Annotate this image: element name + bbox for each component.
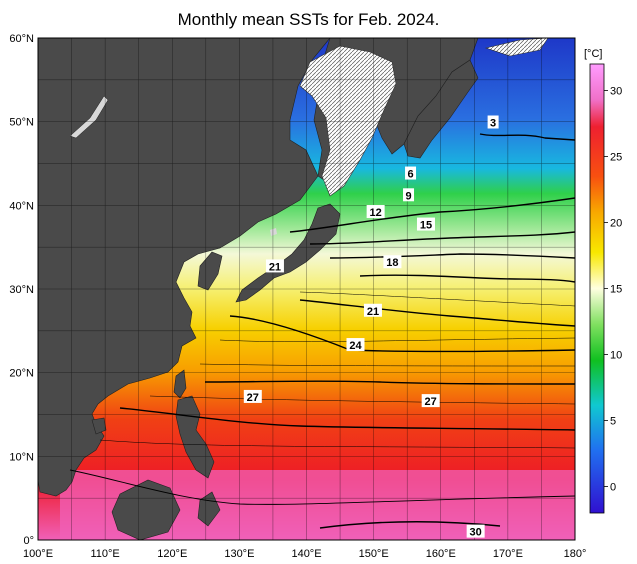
contour-label-box: [346, 338, 365, 352]
longitude-label: 100°E: [23, 548, 53, 560]
colorbar-ticks: 30 25 20 15 10 5 0: [604, 85, 622, 494]
longitude-label: 180°: [564, 548, 587, 560]
longitude-label: 110°E: [90, 548, 119, 560]
contour-label: 3: [490, 118, 496, 130]
latitude-labels: 60°N 50°N 40°N 30°N 20°N 10°N 0°: [9, 33, 34, 547]
contour-label-box: [416, 217, 435, 231]
latitude-label: 0°: [23, 535, 34, 547]
longitude-labels: 100°E 110°E 120°E 130°E 140°E 150°E 160°E 170°E…: [23, 548, 586, 560]
contour-label: 12: [370, 207, 382, 219]
longitude-label: 150°E: [359, 548, 389, 560]
latitude-label: 20°N: [9, 368, 34, 380]
contour-label: 6: [407, 169, 413, 181]
contour-label: 9: [405, 190, 411, 202]
colorbar: [°C] 30 25 20 15 10 5 0: [584, 48, 622, 514]
contour-label: 30: [470, 527, 482, 539]
colorbar-gradient: [589, 63, 605, 514]
contour-label: 15: [420, 220, 432, 232]
lake-khanka: [270, 228, 277, 236]
map-title: Monthly mean SSTs for Feb. 2024.: [177, 10, 440, 29]
longitude-label: 120°E: [157, 548, 187, 560]
colorbar-tick-label: 25: [610, 151, 622, 163]
contour-label-box: [383, 255, 402, 269]
colorbar-tick-label: 0: [610, 482, 616, 494]
sea-ice: [299, 45, 397, 197]
contour-label-box: [363, 303, 382, 317]
contour-label: 24: [349, 340, 362, 352]
contour-label: 21: [269, 261, 281, 273]
contour-label: 18: [386, 257, 398, 269]
sea-ice-bering: [484, 37, 549, 57]
contour-label: 27: [425, 396, 437, 408]
colorbar-tick-label: 30: [610, 85, 622, 97]
lake-baikal: [69, 95, 109, 139]
contour-label: 21: [367, 306, 379, 318]
colorbar-tick-label: 5: [610, 416, 616, 428]
graticule: [38, 38, 575, 540]
latitude-label: 40°N: [9, 200, 34, 212]
contour-labels: 3 6 9 12 15 18 21 21 24 27 27 30: [243, 115, 499, 539]
colorbar-tick-label: 20: [610, 217, 622, 229]
contour-label-box: [366, 205, 385, 219]
latitude-label: 30°N: [9, 284, 34, 296]
longitude-label: 140°E: [291, 548, 321, 560]
latitude-label: 10°N: [9, 451, 34, 463]
colorbar-unit: [°C]: [584, 48, 602, 60]
colorbar-tick-label: 15: [610, 284, 622, 296]
contour-label-box: [403, 188, 415, 202]
longitude-label: 170°E: [493, 548, 523, 560]
contour-label-box: [466, 524, 485, 538]
contour-label-box: [487, 115, 499, 129]
contour-label-box: [421, 394, 440, 408]
longitude-label: 130°E: [224, 548, 254, 560]
latitude-label: 50°N: [9, 117, 34, 129]
map-frame: [37, 37, 576, 541]
contour-label-box: [265, 259, 284, 273]
colorbar-tick-label: 10: [610, 350, 622, 362]
latitude-label: 60°N: [9, 33, 34, 45]
longitude-label: 160°E: [426, 548, 456, 560]
contour-label-box: [405, 166, 417, 180]
contour-label-box: [243, 389, 262, 403]
contour-label: 27: [247, 392, 259, 404]
